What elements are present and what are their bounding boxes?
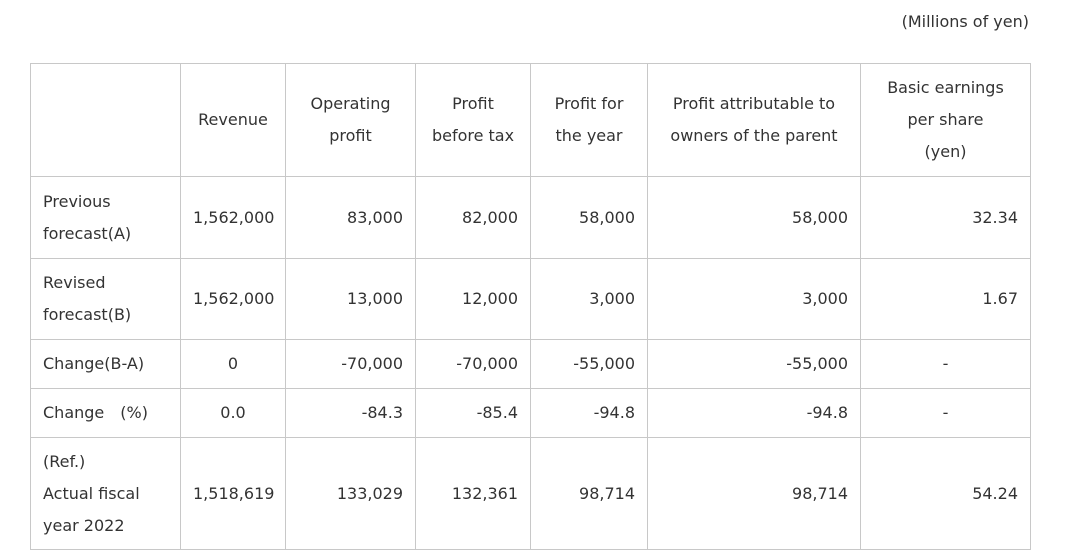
value-cell: 3,000 [530, 258, 648, 340]
column-header: Basic earnings per share (yen) [860, 63, 1031, 177]
text-line: (Ref.) [43, 451, 86, 471]
column-header: Revenue [180, 63, 286, 177]
text-line: Revenue [198, 110, 268, 129]
row-label: Previous forecast(A) [30, 176, 181, 259]
row-label: Revised forecast(B) [30, 258, 181, 340]
text-line: Profit [452, 94, 494, 113]
value-cell: -55,000 [530, 339, 648, 389]
table-row: Revised forecast(B) 1,562,000 13,000 12,000 3… [30, 258, 1031, 340]
unit-note: (Millions of yen) [901, 12, 1029, 31]
row-label: Change(B-A) [30, 339, 181, 389]
column-header: Profit before tax [415, 63, 531, 177]
text-line: Basic earnings [887, 78, 1004, 97]
column-header: Profit for the year [530, 63, 648, 177]
text-line: profit [329, 126, 372, 145]
value-cell: 1,562,000 [180, 258, 286, 340]
value-cell: 0 [180, 339, 286, 389]
value-cell: 12,000 [415, 258, 531, 340]
value-cell: -70,000 [415, 339, 531, 389]
value-cell: 98,714 [530, 437, 648, 550]
value-cell: 3,000 [647, 258, 861, 340]
value-cell: -70,000 [285, 339, 416, 389]
text-line: Change (%) [43, 403, 148, 422]
value-cell: - [860, 388, 1031, 438]
table-row: (Ref.) Actual fiscal year 2022 1,518,619 133… [30, 437, 1031, 550]
value-cell: 98,714 [647, 437, 861, 550]
header-row: Revenue Operating profit Profit before tax Pr… [30, 63, 1031, 177]
text-line: owners of the parent [670, 126, 838, 145]
text-line: Actual fiscal [43, 483, 140, 503]
text-line: (yen) [924, 142, 967, 161]
row-label: Change (%) [30, 388, 181, 438]
value-cell: -84.3 [285, 388, 416, 438]
corner-cell [30, 63, 181, 177]
value-cell: 82,000 [415, 176, 531, 259]
text-line: before tax [431, 126, 515, 145]
text-line: Change(B-A) [43, 354, 145, 373]
value-cell: 1.67 [860, 258, 1031, 340]
text-line: Operating [310, 94, 391, 113]
value-cell: 132,361 [415, 437, 531, 550]
text-line: forecast(A) [43, 223, 132, 243]
value-cell: 133,029 [285, 437, 416, 550]
table-row: Change (%) 0.0 -84.3 -85.4 -94.8 -94.8- [30, 388, 1031, 438]
row-label: (Ref.) Actual fiscal year 2022 [30, 437, 181, 550]
value-cell: 54.24 [860, 437, 1031, 550]
value-cell: 58,000 [530, 176, 648, 259]
text-line: per share [907, 110, 984, 129]
text-line: Profit attributable to [672, 94, 836, 113]
text-line: year 2022 [43, 515, 125, 535]
column-header: Operating profit [285, 63, 416, 177]
column-header: Profit attributable to owners of the pare… [647, 63, 861, 177]
value-cell: 83,000 [285, 176, 416, 259]
value-cell: -55,000 [647, 339, 861, 389]
table-body: Previous forecast(A) 1,562,000 83,000 82,000… [30, 176, 1031, 550]
text-line: Previous [43, 191, 111, 211]
text-line: the year [555, 126, 623, 145]
forecast-table: Revenue Operating profit Profit before tax Pr… [30, 63, 1031, 550]
table-row: Previous forecast(A) 1,562,000 83,000 82,000… [30, 176, 1031, 259]
text-line: forecast(B) [43, 305, 132, 324]
value-cell: 1,562,000 [180, 176, 286, 259]
value-cell: 0.0 [180, 388, 286, 438]
value-cell: 13,000 [285, 258, 416, 340]
value-cell: 1,518,619 [180, 437, 286, 550]
value-cell: 58,000 [647, 176, 861, 259]
text-line: Profit for [554, 94, 624, 113]
text-line: Revised [43, 273, 106, 292]
value-cell: - [860, 339, 1031, 389]
value-cell: -94.8 [530, 388, 648, 438]
table-header: Revenue Operating profit Profit before tax Pr… [30, 63, 1031, 177]
value-cell: -94.8 [647, 388, 861, 438]
table-row: Change(B-A) 0 -70,000 -70,000 -55,000 -55,000… [30, 339, 1031, 389]
value-cell: 32.34 [860, 176, 1031, 259]
value-cell: -85.4 [415, 388, 531, 438]
